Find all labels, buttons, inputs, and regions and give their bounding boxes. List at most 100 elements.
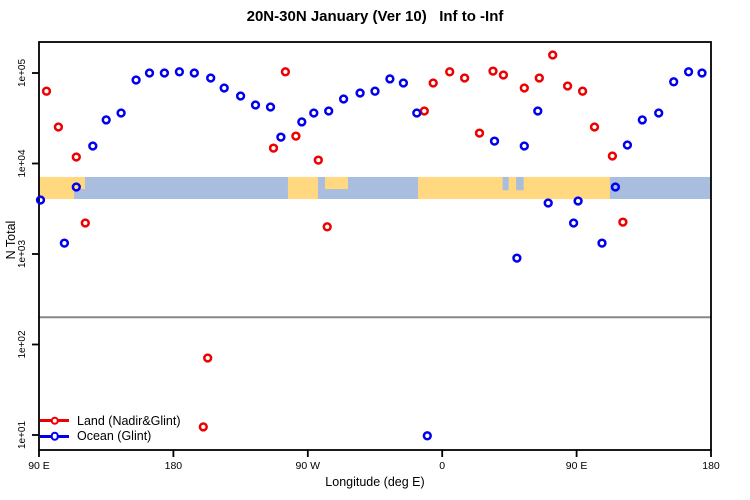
data-point-ocean: [159, 68, 170, 78]
data-point-land: [607, 151, 618, 161]
data-point-ocean: [144, 68, 155, 78]
y-tick-label: 1e+03: [17, 240, 28, 269]
data-point-land: [291, 131, 301, 141]
data-point-land: [589, 122, 600, 132]
data-point-ocean: [533, 106, 543, 116]
x-tick-label: 180: [702, 460, 720, 472]
data-point-ocean: [654, 108, 664, 118]
chart-title: 20N-30N January (Ver 10) Inf to -Inf: [246, 8, 504, 25]
data-point-land: [498, 70, 509, 80]
data-point-ocean: [512, 253, 522, 263]
y-tick-label: 1e+05: [17, 59, 28, 88]
legend-label-ocean: Ocean (Glint): [77, 429, 152, 444]
open-circle-icon: [50, 432, 59, 441]
y-tick-label: 1e+01: [17, 421, 28, 450]
data-point-ocean: [568, 218, 579, 228]
data-point-land: [53, 122, 64, 132]
legend-item-ocean: Ocean (Glint): [40, 429, 181, 445]
map-band-land-segment: [324, 176, 348, 190]
ocean-series-marker-icon: [40, 432, 69, 441]
data-point-ocean: [116, 108, 126, 118]
land-series-marker-icon: [40, 416, 69, 425]
map-band-ocean-sliver: [74, 189, 85, 200]
data-point-ocean: [88, 141, 98, 151]
map-band-land-segment: [39, 176, 85, 200]
data-point-land: [268, 143, 279, 153]
data-point-ocean: [370, 86, 380, 96]
data-point-ocean: [519, 141, 529, 151]
data-point-land: [71, 152, 81, 162]
data-point-ocean: [412, 108, 422, 118]
data-point-ocean: [235, 91, 246, 101]
data-point-ocean: [637, 115, 647, 125]
data-point-ocean: [398, 78, 409, 88]
data-point-land: [534, 73, 544, 83]
data-point-land: [419, 106, 429, 116]
map-band-land-segment: [287, 176, 318, 200]
data-point-land: [519, 83, 529, 93]
data-point-ocean: [610, 182, 621, 192]
x-tick-label: 180: [165, 460, 183, 472]
data-point-land: [428, 78, 438, 88]
x-tick-label: 90 E: [566, 460, 588, 472]
map-band-ocean: [39, 176, 711, 200]
data-point-ocean: [309, 108, 319, 118]
data-point-ocean: [189, 68, 199, 78]
data-point-ocean: [265, 102, 276, 112]
data-point-ocean: [276, 132, 286, 142]
data-point-land: [198, 422, 208, 432]
data-point-ocean: [697, 68, 707, 78]
map-band-land-segment: [418, 176, 610, 200]
data-point-ocean: [489, 136, 500, 146]
data-point-land: [577, 86, 588, 96]
data-point-ocean: [543, 198, 553, 208]
x-tick-label: 0: [439, 460, 445, 472]
plot-frame: [38, 41, 712, 451]
data-point-ocean: [250, 100, 261, 110]
data-point-ocean: [573, 196, 583, 206]
legend: Land (Nadir&Glint) Ocean (Glint): [40, 413, 181, 444]
x-tick-label: 90 W: [296, 460, 321, 472]
data-point-land: [618, 217, 628, 227]
data-point-land: [41, 86, 52, 96]
data-point-ocean: [59, 238, 70, 248]
data-point-land: [313, 155, 323, 165]
data-point-ocean: [355, 88, 365, 98]
data-point-ocean: [385, 74, 395, 84]
legend-label-land: Land (Nadir&Glint): [77, 413, 181, 428]
data-point-land: [548, 50, 558, 60]
data-point-land: [459, 73, 470, 83]
data-point-ocean: [622, 140, 633, 150]
data-point-land: [562, 81, 573, 91]
data-point-ocean: [174, 67, 185, 77]
data-point-ocean: [669, 77, 679, 87]
y-axis-label: N Total: [4, 220, 18, 260]
data-point-land: [488, 66, 498, 76]
map-band-ocean-sliver: [516, 176, 524, 191]
data-point-ocean: [71, 182, 81, 192]
data-point-land: [474, 128, 485, 138]
data-point-ocean: [297, 117, 307, 127]
data-point-ocean: [101, 115, 111, 125]
data-point-ocean: [35, 195, 46, 205]
data-point-land: [280, 67, 291, 77]
data-point-ocean: [597, 238, 607, 248]
data-point-ocean: [683, 67, 694, 77]
data-point-ocean: [338, 94, 349, 104]
legend-item-land: Land (Nadir&Glint): [40, 413, 181, 429]
y-tick-label: 1e+02: [17, 330, 28, 359]
data-point-land: [80, 218, 90, 228]
data-point-land: [322, 222, 332, 232]
data-point-ocean: [206, 73, 216, 83]
map-band-ocean-sliver: [502, 176, 509, 191]
data-point-ocean: [324, 106, 334, 116]
x-axis-label: Longitude (deg E): [325, 475, 425, 489]
data-point-land: [203, 353, 213, 363]
data-point-ocean: [131, 75, 141, 85]
y-tick-label: 1e+04: [17, 149, 28, 178]
data-point-ocean: [219, 83, 229, 93]
x-tick-label: 90 E: [28, 460, 50, 472]
open-circle-icon: [50, 416, 59, 425]
